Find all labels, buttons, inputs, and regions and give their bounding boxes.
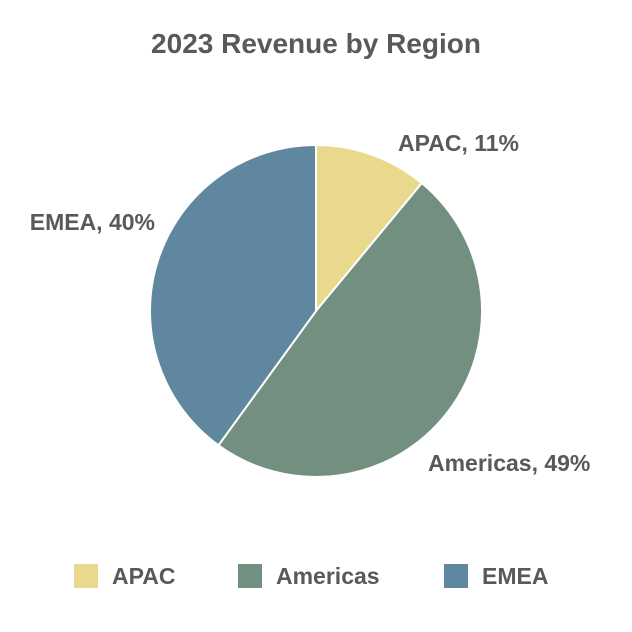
data-label-apac: APAC, 11% [398, 130, 519, 156]
legend-label-americas: Americas [276, 563, 380, 589]
chart-title: 2023 Revenue by Region [151, 28, 481, 59]
pie-slice-apac [315, 143, 424, 314]
data-label-emea: EMEA, 40% [30, 209, 155, 235]
pie-slice-americas [217, 181, 484, 479]
legend-swatch-apac [74, 564, 98, 588]
pie-slices [149, 143, 484, 479]
legend-swatch-americas [238, 564, 262, 588]
legend-label-apac: APAC [112, 563, 175, 589]
legend-swatch-emea [444, 564, 468, 588]
legend-label-emea: EMEA [482, 563, 548, 589]
pie-slice-emea [149, 143, 317, 447]
data-label-americas: Americas, 49% [428, 450, 590, 476]
slice-labels: APAC, 11% Americas, 49% EMEA, 40% [30, 130, 591, 476]
legend: APAC Americas EMEA [74, 563, 548, 589]
